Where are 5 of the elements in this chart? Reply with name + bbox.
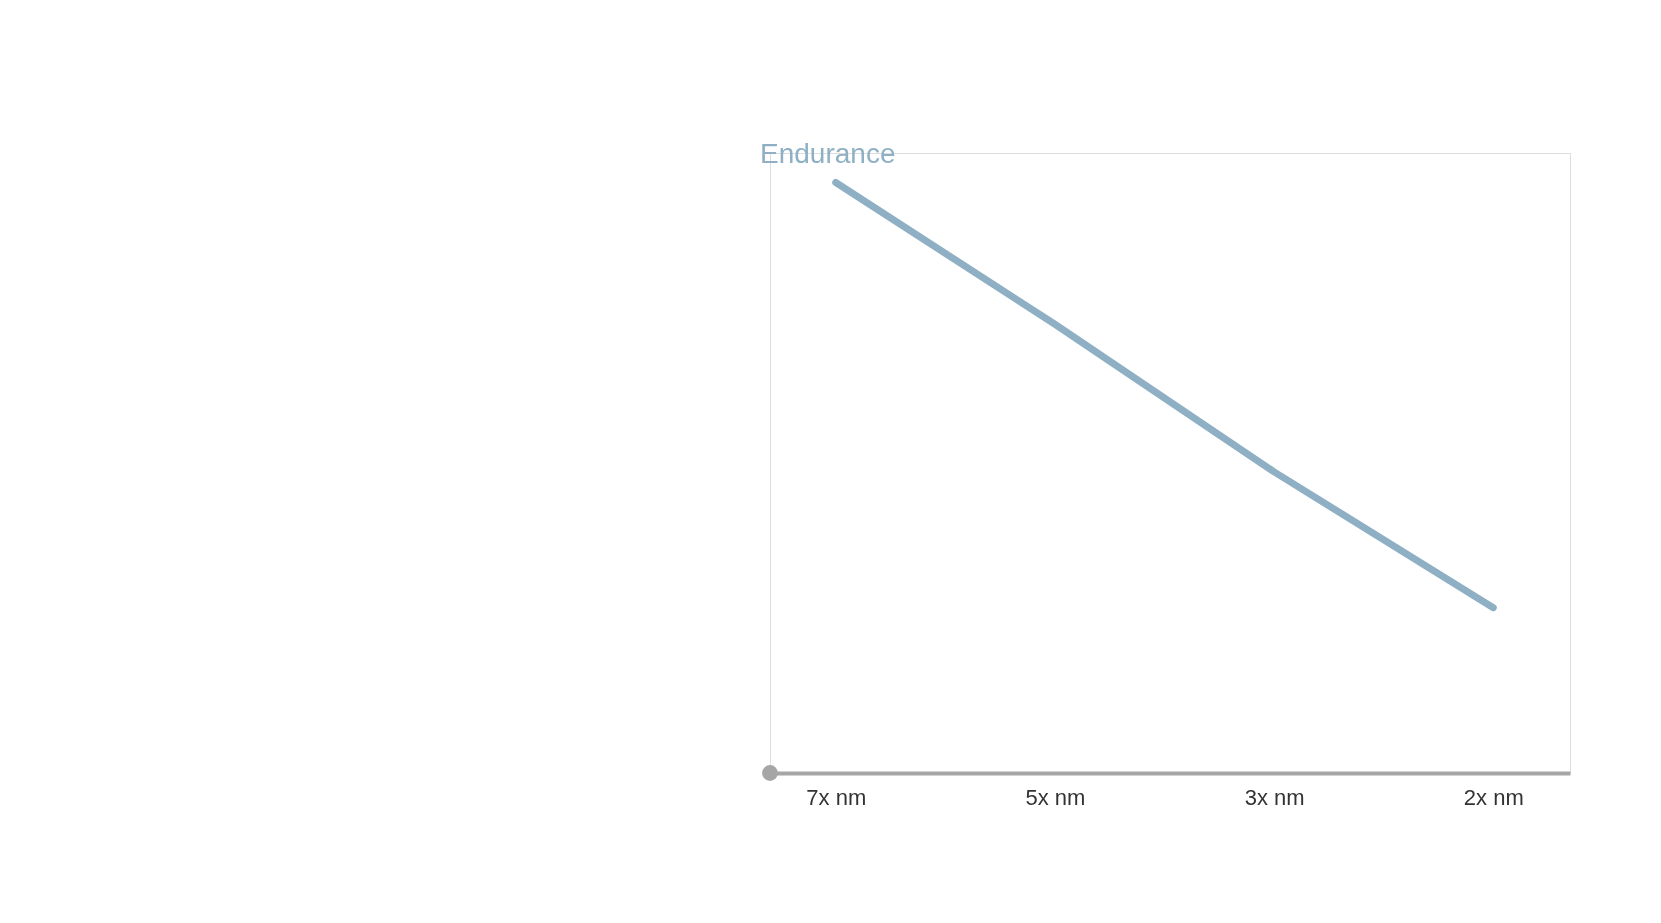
series-label: Endurance — [760, 137, 896, 169]
x-tick-label: 5x nm — [1025, 784, 1086, 810]
x-tick-label: 7x nm — [806, 784, 867, 810]
x-tick-label: 3x nm — [1244, 784, 1305, 810]
x-tick-label: 2x nm — [1463, 784, 1524, 810]
